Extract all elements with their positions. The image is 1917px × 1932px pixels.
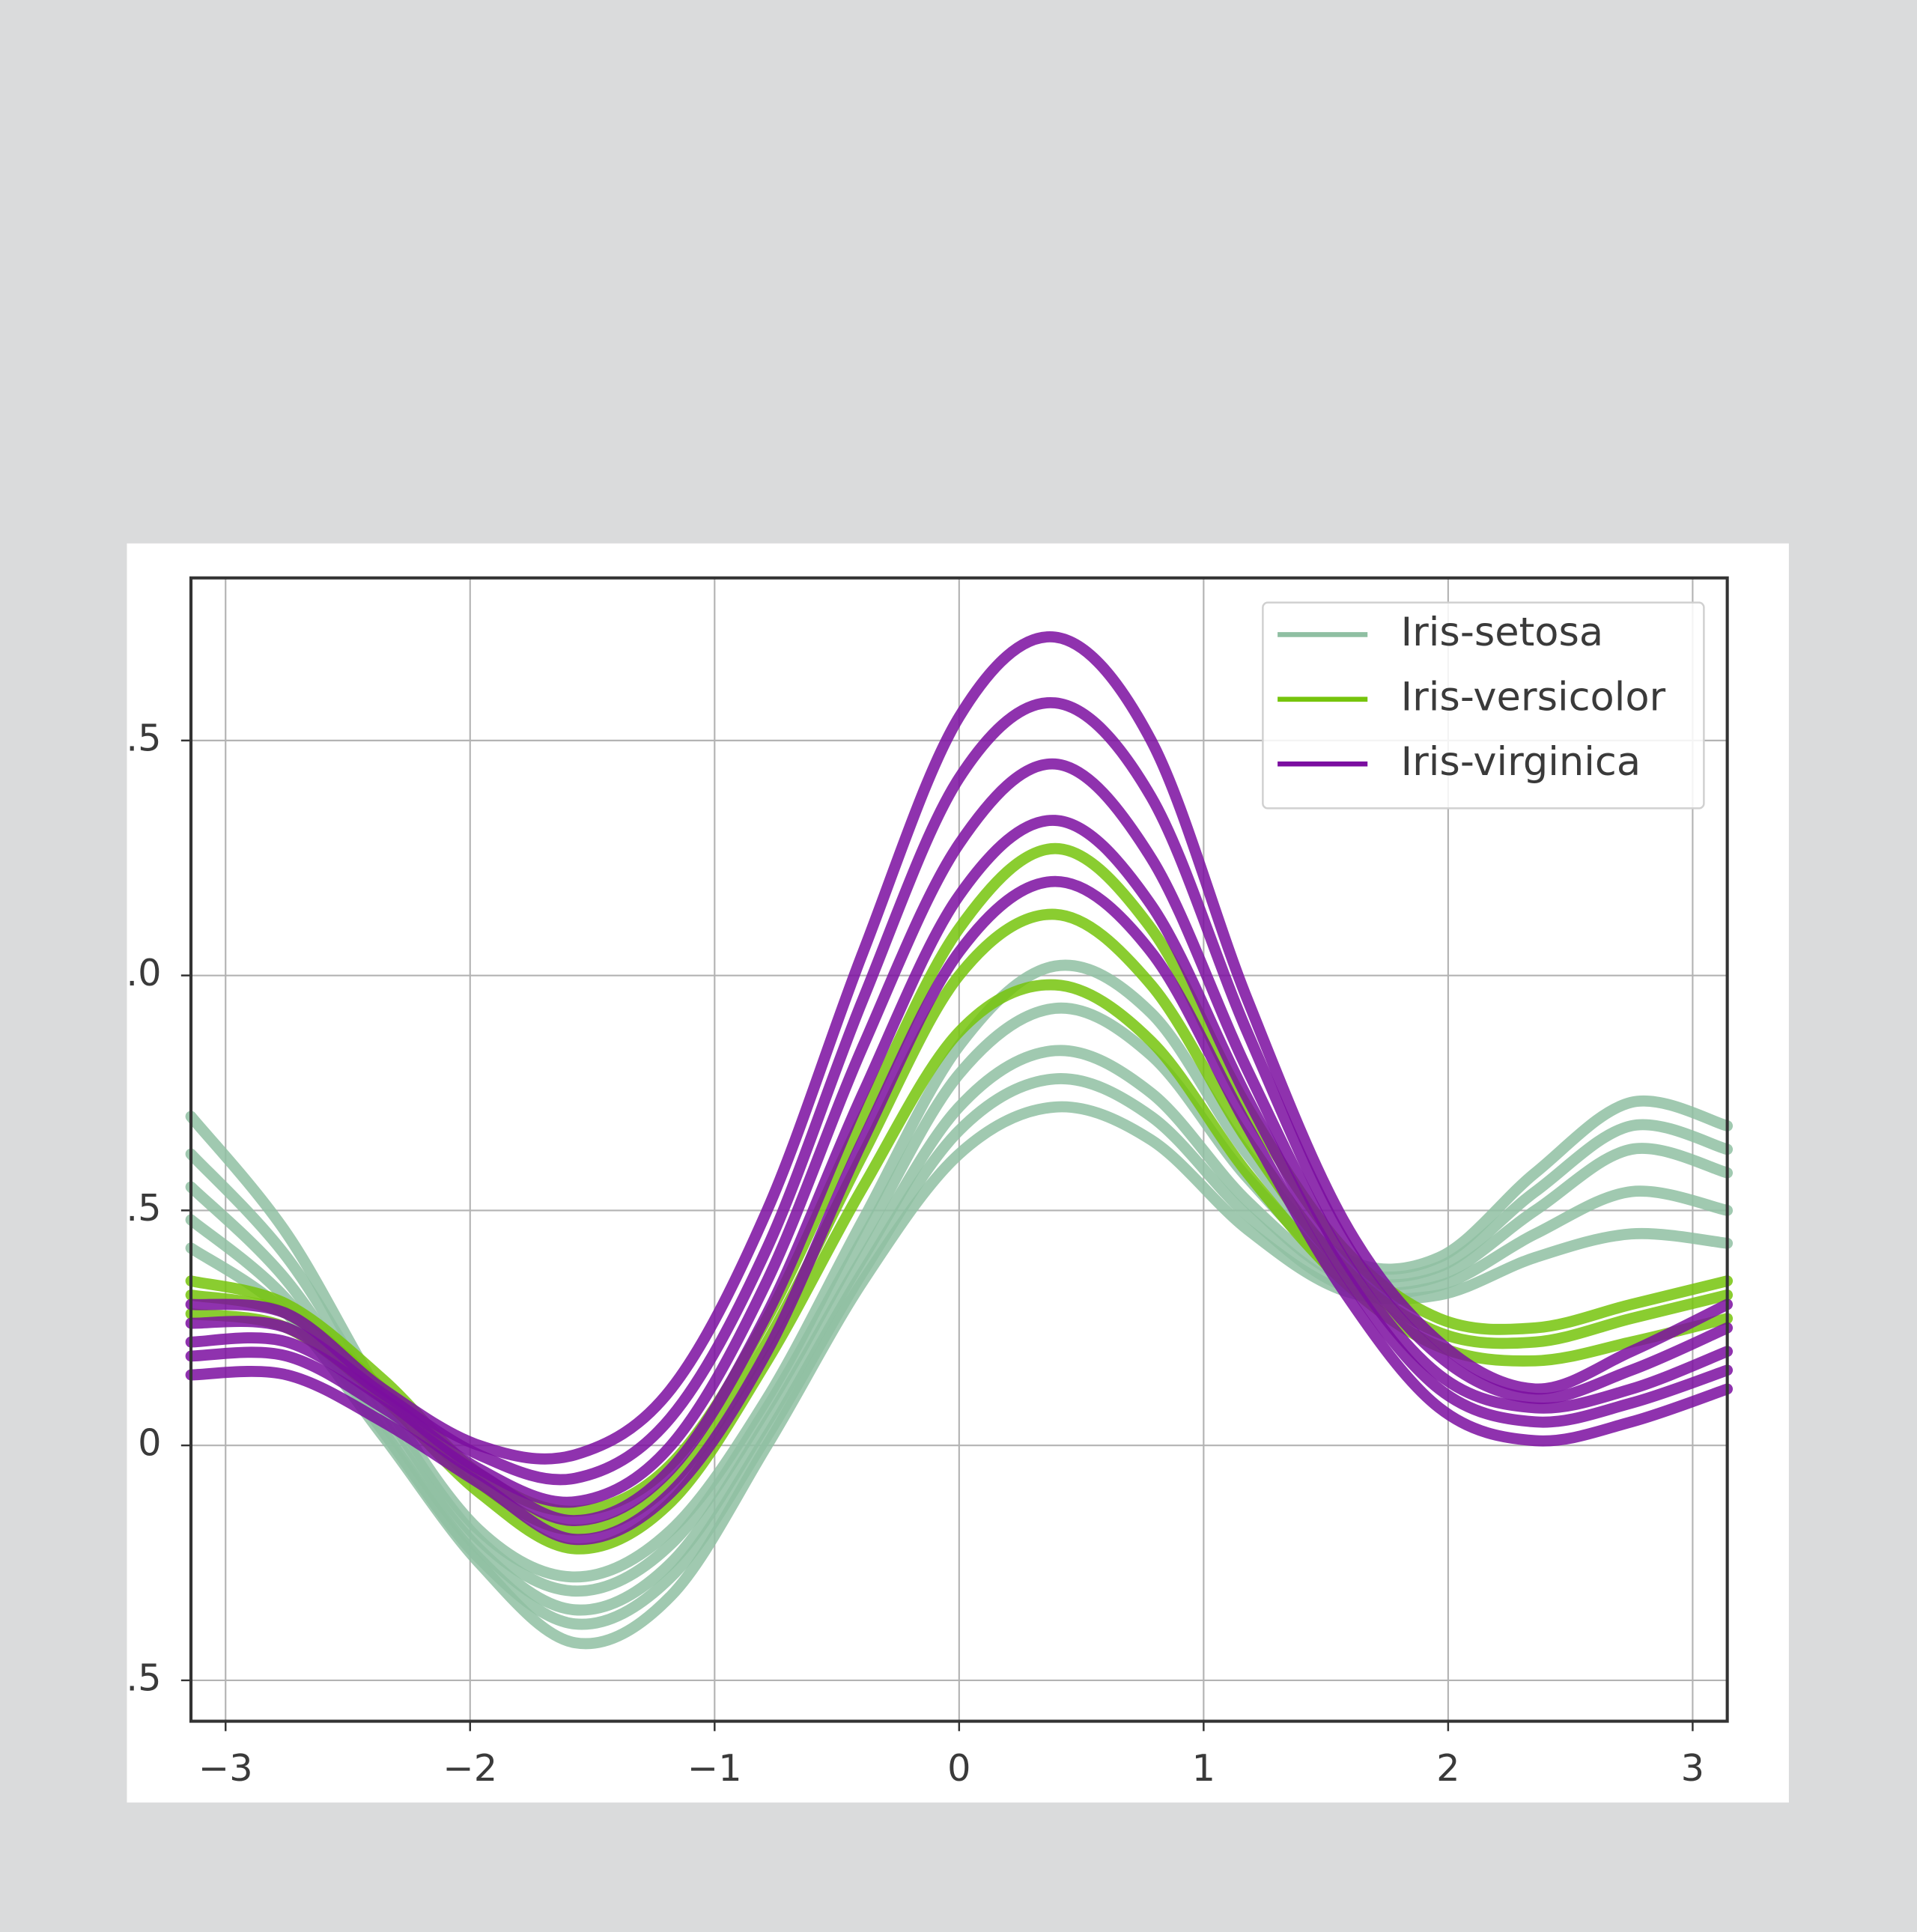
y-tick-label: 1.5 [103,716,161,759]
andrews-curve [185,758,1734,1508]
x-tick-label: 2 [1436,1746,1459,1790]
andrews-curve [185,631,1734,1465]
x-tick-label: 3 [1681,1746,1704,1790]
plot-area: −3 −2 −1 0 1 2 3−0.500.51.01.5Iris-setosaIris-… [72,576,1734,1790]
y-tick-label: 0.5 [103,1186,161,1230]
legend-label: Iris-versicolor [1401,674,1666,720]
x-tick-label: 0 [947,1746,970,1790]
x-tick-label: −1 [687,1746,742,1790]
y-tick-label: 0 [138,1421,161,1465]
andrews-curve [185,697,1734,1486]
y-tick-label: −0.5 [72,1656,162,1699]
x-tick-label: −3 [198,1746,253,1790]
legend: Iris-setosa Iris-versicolor Iris-virginica [1262,601,1705,809]
x-tick-label: −2 [443,1746,497,1790]
x-tick-label: 1 [1192,1746,1215,1790]
andrews-curve [185,1045,1734,1616]
legend-box [1262,601,1705,809]
andrews-curve [185,875,1734,1546]
plot-frame [189,576,1729,1723]
legend-label: Iris-virginica [1401,739,1641,785]
legend-label: Iris-setosa [1401,610,1603,655]
y-tick-label: 1.0 [103,951,161,994]
andrews-curve [185,959,1734,1583]
